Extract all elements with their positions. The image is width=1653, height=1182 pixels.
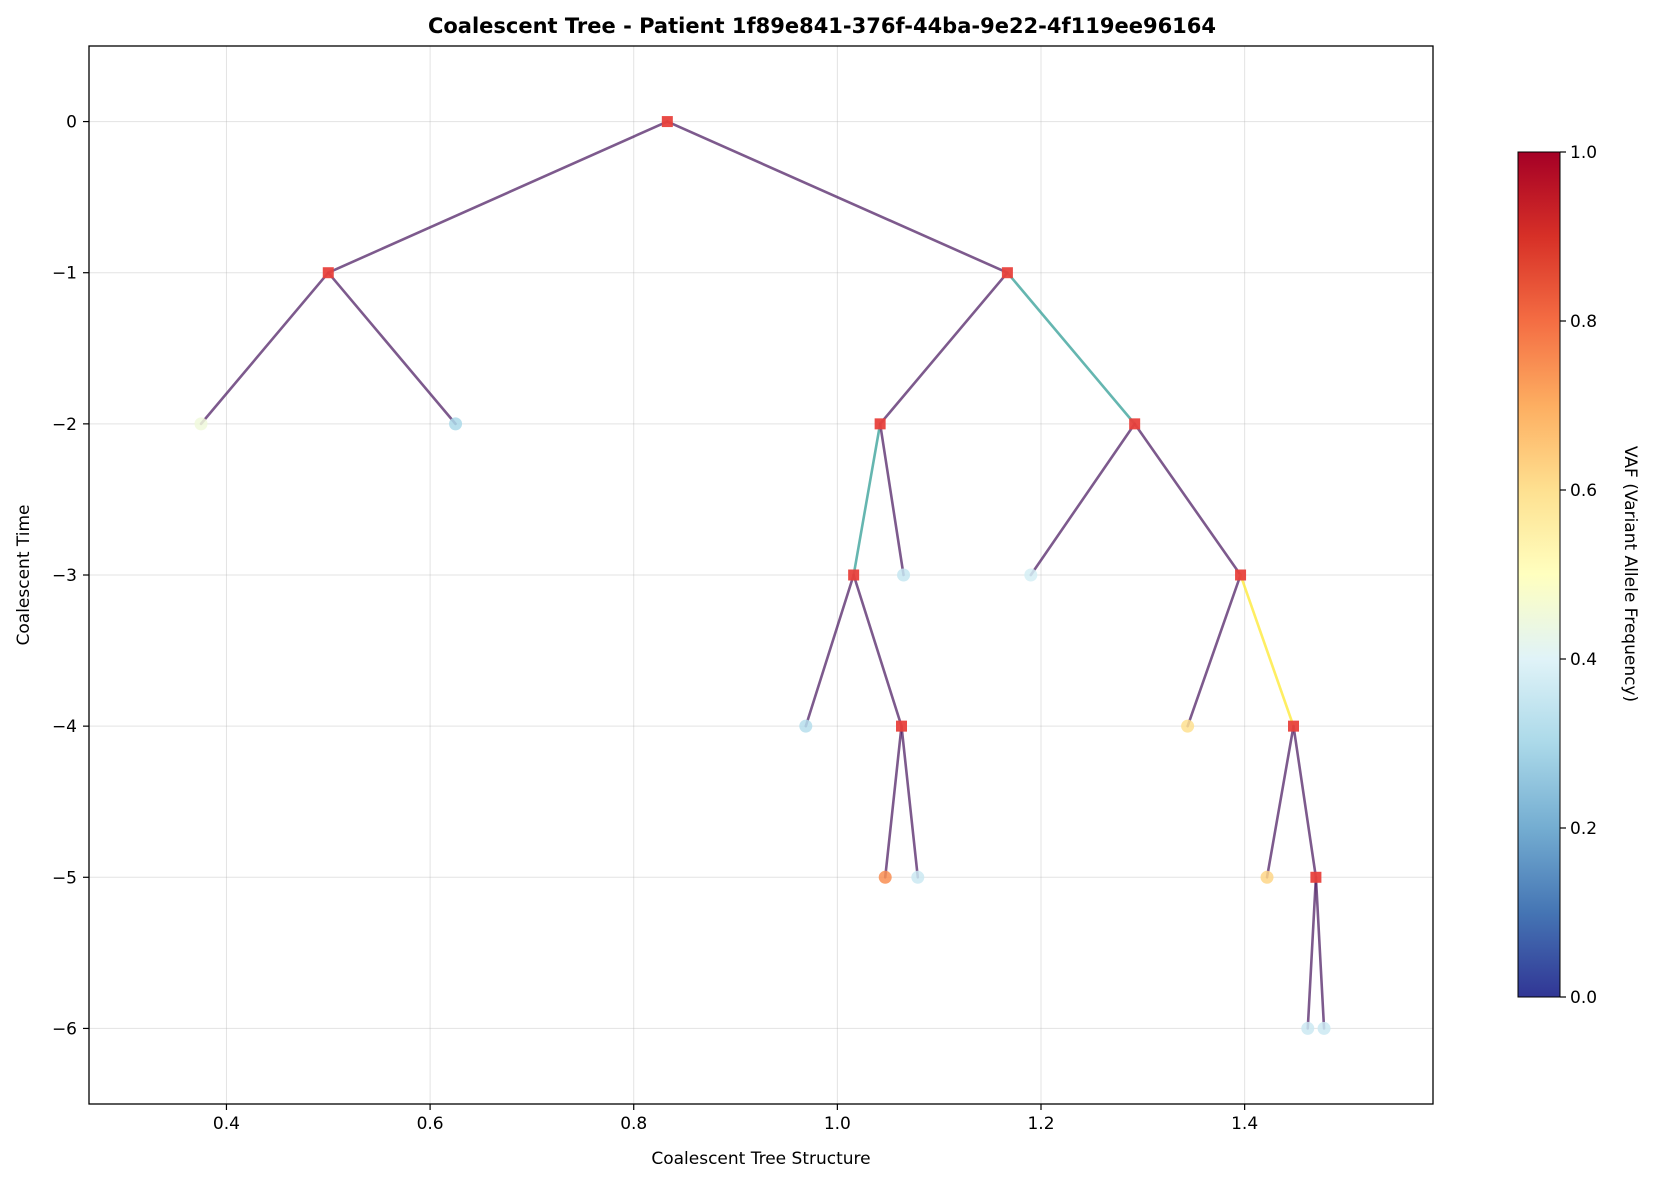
x-tick-label: 0.4 — [213, 1114, 240, 1134]
y-tick-label: 0 — [66, 113, 77, 133]
x-tick-label: 0.6 — [417, 1114, 444, 1134]
colorbar-tick-label: 0.0 — [1570, 988, 1597, 1008]
tree-edge-n5-l5 — [804, 573, 855, 728]
leaf-node-l1 — [194, 417, 208, 431]
tree-edge-root-n2 — [666, 120, 1009, 275]
internal-node-n5 — [848, 569, 860, 581]
internal-node-n4 — [1129, 418, 1141, 430]
colorbar-tick-label: 0.2 — [1570, 819, 1597, 839]
x-axis-ticks: 0.4 0.6 0.8 1.0 1.2 1.4 — [213, 1104, 1258, 1134]
tree-edge-n7-l8 — [900, 724, 920, 879]
chart-title: Coalescent Tree - Patient 1f89e841-376f-… — [428, 14, 1216, 38]
colorbar-tick-label: 0.4 — [1570, 650, 1597, 670]
x-tick-label: 0.8 — [620, 1114, 647, 1134]
colorbar-tick-label: 1.0 — [1570, 143, 1597, 163]
tree-edge-n6-n8 — [1239, 573, 1295, 728]
leaf-node-l7 — [878, 870, 892, 884]
internal-node-n7 — [896, 720, 908, 732]
internal-node-n6 — [1235, 569, 1247, 581]
tree-edge-n3-n5 — [852, 422, 882, 577]
x-tick-label: 1.2 — [1027, 1114, 1054, 1134]
tree-edge-n7-l7 — [883, 724, 903, 879]
internal-node-n3 — [874, 418, 886, 430]
tree-edge-n5-n7 — [852, 573, 903, 728]
leaf-node-l4 — [1024, 568, 1038, 582]
internal-node-root — [661, 116, 673, 128]
tree-edge-n2-n4 — [1006, 271, 1136, 426]
y-axis-ticks: 0 −1 −2 −3 −4 −5 −6 — [52, 113, 89, 1039]
internal-node-n9 — [1310, 871, 1322, 883]
tree-edges — [199, 120, 1326, 1030]
x-tick-label: 1.0 — [824, 1114, 851, 1134]
tree-edge-n2-n3 — [878, 271, 1009, 426]
y-tick-label: −5 — [52, 868, 77, 888]
leaf-node-l3 — [897, 568, 911, 582]
tree-edge-n8-l9 — [1265, 724, 1295, 879]
leaf-node-l5 — [799, 719, 813, 733]
tree-edge-n8-n9 — [1292, 724, 1318, 879]
tree-nodes — [194, 116, 1331, 1035]
y-axis-label: Coalescent Time — [14, 505, 34, 646]
tree-edge-n4-l4 — [1029, 422, 1136, 577]
tree-edge-n3-l3 — [878, 422, 905, 577]
leaf-node-l9 — [1260, 870, 1274, 884]
colorbar: 0.0 0.2 0.4 0.6 0.8 1.0 VAF (Variant Allele F… — [1517, 143, 1640, 1008]
y-tick-label: −4 — [52, 717, 77, 737]
internal-node-n8 — [1288, 720, 1300, 732]
colorbar-gradient — [1517, 151, 1561, 998]
x-axis-label: Coalescent Tree Structure — [651, 1149, 870, 1169]
tree-edge-n1-l2 — [326, 271, 457, 426]
tree-edge-n4-n6 — [1133, 422, 1242, 577]
colorbar-tick-label: 0.6 — [1570, 481, 1597, 501]
leaf-node-l10 — [1301, 1021, 1315, 1035]
colorbar-tick-label: 0.8 — [1570, 312, 1597, 332]
internal-node-n1 — [322, 267, 334, 279]
leaf-node-l8 — [911, 870, 925, 884]
tree-edge-n1-l1 — [199, 271, 330, 426]
y-tick-label: −2 — [52, 415, 77, 435]
leaf-node-l2 — [449, 417, 463, 431]
leaf-node-l6 — [1181, 719, 1195, 733]
tree-edge-n9-l10 — [1306, 875, 1318, 1030]
tree-edge-n6-l6 — [1186, 573, 1242, 728]
colorbar-label: VAF (Variant Allele Frequency) — [1620, 446, 1640, 702]
tree-edge-n9-l11 — [1314, 875, 1326, 1030]
tree-edge-root-n1 — [326, 120, 669, 275]
leaf-node-l11 — [1317, 1021, 1331, 1035]
internal-node-n2 — [1001, 267, 1013, 279]
grid — [89, 46, 1433, 1104]
y-tick-label: −1 — [52, 264, 77, 284]
y-tick-label: −6 — [52, 1019, 77, 1039]
colorbar-ticks: 0.0 0.2 0.4 0.6 0.8 1.0 — [1560, 143, 1597, 1008]
y-tick-label: −3 — [52, 566, 77, 586]
x-tick-label: 1.4 — [1231, 1114, 1258, 1134]
